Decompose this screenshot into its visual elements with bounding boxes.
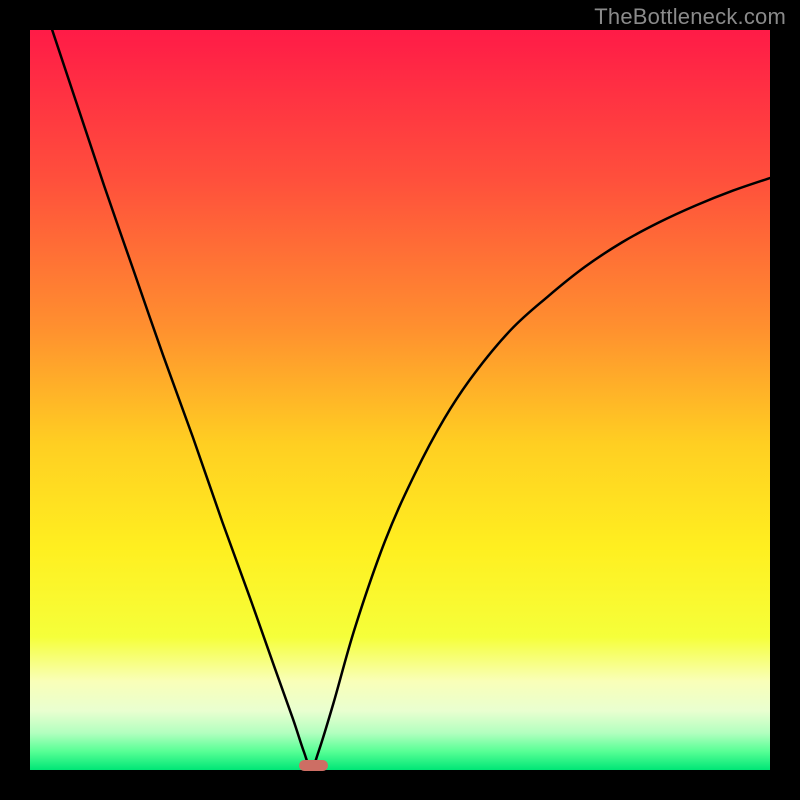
chart-svg <box>30 30 770 770</box>
gradient-background <box>30 30 770 770</box>
minimum-marker <box>299 760 329 770</box>
chart-plot-area <box>30 30 770 770</box>
watermark-text: TheBottleneck.com <box>594 4 786 30</box>
